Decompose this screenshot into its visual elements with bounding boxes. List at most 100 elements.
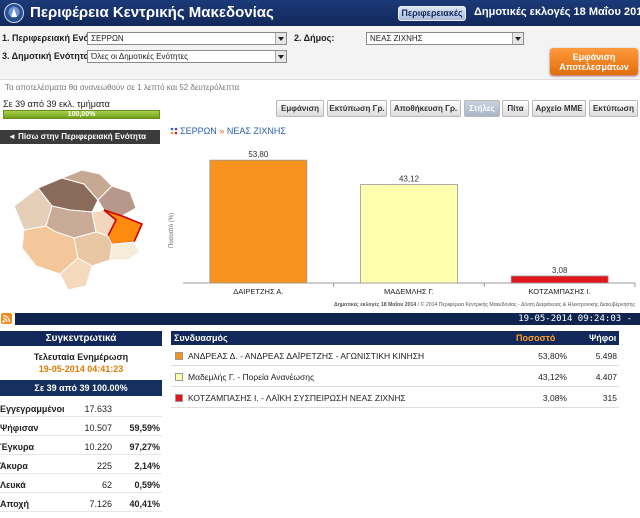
summary-row-percent: 40,41% (129, 499, 160, 509)
municipal-unit-value: Όλες οι Δημοτικές Ενότητες (91, 52, 189, 61)
municipality-select[interactable]: ΝΕΑΣ ΖΙΧΝΗΣ (366, 32, 524, 45)
toolbar-print-chart-button[interactable]: Εκτύπωση Γρ. (327, 100, 387, 117)
toolbar-show-button[interactable]: Εμφάνιση (276, 100, 324, 117)
col-party-header[interactable]: Συνδυασμός (174, 333, 228, 343)
breadcrumb-unit[interactable]: ΣΕΡΡΩΝ (180, 126, 217, 136)
party-percent: 53,80% (538, 351, 567, 361)
party-votes: 4.407 (595, 372, 617, 382)
summary-row-label: Αποχή (0, 499, 29, 509)
chart-footer-election: Δημοτικές εκλογές 18 Μαΐου 2014 (334, 302, 416, 308)
chevron-down-icon[interactable] (275, 33, 286, 44)
site-title: Περιφέρεια Κεντρικής Μακεδονίας (30, 4, 274, 21)
summary-row-label: Έγκυρα (0, 442, 35, 452)
summary-stations: Σε 39 από 39 100.00% (0, 380, 162, 396)
party-name: ΚΟΤΖΑΜΠΑΣΗΣ Ι. - ΛΑΪΚΗ ΣΥΣΠΕΙΡΩΣΗ ΝΕΑΣ Ζ… (188, 393, 406, 403)
chart-value-label: 43,12 (399, 175, 420, 184)
summary-header: Συγκεντρωτικά (0, 331, 162, 346)
summary-row-value: 17.633 (84, 404, 112, 414)
toolbar-pie-button[interactable]: Πίτα (502, 100, 529, 117)
municipality-label: 2. Δήμος: (294, 33, 335, 43)
party-color-swatch (175, 373, 183, 381)
summary-row: Έγκυρα 10.220 97,27% (0, 439, 162, 455)
chart-category-label: ΔΑΙΡΕΤΖΗΣ Α. (233, 287, 283, 296)
party-percent: 3,08% (542, 393, 567, 403)
results-table-header: Συνδυασμός Ποσοστό Ψήφοι (171, 331, 619, 345)
breadcrumb-separator: » (219, 126, 225, 136)
toolbar-save-chart-button[interactable]: Αποθήκευση Γρ. (390, 100, 461, 117)
regional-elections-button[interactable]: Περιφερειακές (398, 6, 466, 21)
summary-row-label: Λευκά (0, 480, 26, 490)
counting-progress-bar: 100,00% (3, 110, 160, 119)
progress-percent: 100,00% (67, 111, 96, 118)
party-votes: 315 (602, 393, 617, 403)
map-district[interactable] (109, 241, 141, 261)
summary-row: Λευκά 62 0,59% (0, 477, 162, 493)
show-results-button[interactable]: Εμφάνιση Αποτελεσμάτων (550, 48, 638, 75)
municipality-value: ΝΕΑΣ ΖΙΧΝΗΣ (370, 34, 423, 43)
show-results-line2: Αποτελεσμάτων (559, 62, 629, 72)
map-district[interactable] (59, 257, 93, 291)
stations-count: Σε 39 από 39 εκλ. τμήματα (3, 99, 110, 109)
chart-value-label: 53,80 (248, 150, 269, 159)
region-logo-icon (4, 3, 24, 23)
regional-unit-label: 1. Περιφερειακή Ενότ.: (2, 33, 99, 43)
chevron-down-icon[interactable] (275, 51, 286, 62)
regional-unit-select[interactable]: ΣΕΡΡΩΝ (87, 32, 287, 45)
summary-row-label: Άκυρα (0, 461, 28, 471)
show-results-line1: Εμφάνιση (572, 52, 616, 62)
summary-row-value: 225 (96, 461, 112, 471)
header-bar: Περιφέρεια Κεντρικής Μακεδονίας Περιφερε… (0, 0, 640, 26)
summary-row-value: 62 (101, 480, 112, 490)
party-votes: 5.498 (595, 351, 617, 361)
results-row[interactable]: ΚΟΤΖΑΜΠΑΣΗΣ Ι. - ΛΑΪΚΗ ΣΥΣΠΕΙΡΩΣΗ ΝΕΑΣ Ζ… (171, 388, 619, 408)
back-to-regional-unit-button[interactable]: ◄ Πίσω στην Περιφερειακή Ενότητα (0, 130, 160, 144)
toolbar-print-button[interactable]: Εκτύπωση (589, 100, 638, 117)
summary-row: Άκυρα 225 2,14% (0, 458, 162, 474)
party-name: ΑΝΔΡΕΑΣ Δ. - ΑΝΔΡΕΑΣ ΔΑΪΡΕΤΖΗΣ - ΑΓΩΝΙΣΤ… (188, 351, 425, 361)
summary-row: Εγγεγραμμένοι 17.633 (0, 401, 162, 417)
party-color-swatch (175, 352, 183, 360)
summary-row: Ψήφισαν 10.507 59,59% (0, 420, 162, 436)
breadcrumb: ΣΕΡΡΩΝ » ΝΕΑΣ ΖΙΧΝΗΣ (170, 126, 286, 136)
summary-row-percent: 0,59% (134, 480, 160, 490)
chart-category-label: ΜΑΔΕΜΛΗΣ Γ. (384, 287, 434, 296)
summary-row-value: 7.126 (89, 499, 112, 509)
chart-bar (360, 184, 458, 284)
rss-icon[interactable] (1, 313, 12, 324)
regional-unit-value: ΣΕΡΡΩΝ (91, 34, 124, 43)
chart-bar (209, 159, 308, 284)
last-update-label: Τελευταία Ενημέρωση (33, 352, 129, 362)
col-percent-header[interactable]: Ποσοστό (516, 333, 556, 343)
summary-row-value: 10.220 (84, 442, 112, 452)
summary-row-percent: 97,27% (129, 442, 160, 452)
chart-category-label: ΚΟΤΖΑΜΠΑΣΗΣ Ι. (528, 287, 590, 296)
results-bar-chart: Ποσοστό (%) 53,80 ΔΑΙΡΕΤΖΗΣ Α. 43,12 ΜΑΔΕΜΛΗ… (168, 150, 636, 308)
chart-bar (510, 275, 609, 284)
summary-row-label: Εγγεγραμμένοι (0, 404, 65, 414)
summary-row-percent: 2,14% (134, 461, 160, 471)
summary-row: Αποχή 7.126 40,41% (0, 496, 162, 512)
datetime-bar: 19-05-2014 09:24:03 - (15, 313, 640, 325)
chart-y-axis-label: Ποσοστό (%) (168, 213, 175, 248)
refresh-countdown-note: Τα αποτελέσματα θα ανανεωθούν σε 1 λεπτό… (5, 83, 240, 92)
summary-row-percent: 59,59% (129, 423, 160, 433)
breadcrumb-municipality: ΝΕΑΣ ΖΙΧΝΗΣ (226, 126, 286, 136)
col-votes-header[interactable]: Ψήφοι (589, 333, 617, 343)
regional-unit-map[interactable] (0, 148, 165, 296)
toolbar-media-file-button[interactable]: Αρχείο ΜΜΕ (532, 100, 586, 117)
chart-footer: Δημοτικές εκλογές 18 Μαΐου 2014 / © 2014… (334, 301, 636, 308)
party-name: Μαδεμλής Γ. - Πορεία Ανανέωσης (188, 372, 315, 382)
party-color-swatch (175, 394, 183, 402)
toolbar-columns-button[interactable]: Στήλες (464, 100, 500, 117)
municipal-unit-select[interactable]: Όλες οι Δημοτικές Ενότητες (87, 50, 287, 63)
last-update-value: 19-05-2014 04:41:23 (38, 364, 124, 374)
results-row[interactable]: ΑΝΔΡΕΑΣ Δ. - ΑΝΔΡΕΑΣ ΔΑΪΡΕΤΖΗΣ - ΑΓΩΝΙΣΤ… (171, 346, 619, 366)
results-row[interactable]: Μαδεμλής Γ. - Πορεία Ανανέωσης 43,12% 4.40… (171, 367, 619, 387)
chevron-down-icon[interactable] (512, 33, 523, 44)
summary-row-label: Ψήφισαν (0, 423, 39, 433)
chart-footer-copyright: / © 2014 Περιφέρεια Κεντρικής Μακεδονίας… (416, 301, 635, 308)
summary-row-value: 10.507 (84, 423, 112, 433)
chart-value-label: 3,08 (552, 266, 568, 275)
election-title: Δημοτικές εκλογές 18 Μαΐου 2014 (474, 6, 640, 18)
municipal-unit-label: 3. Δημοτική Ενότητα: (2, 51, 92, 61)
